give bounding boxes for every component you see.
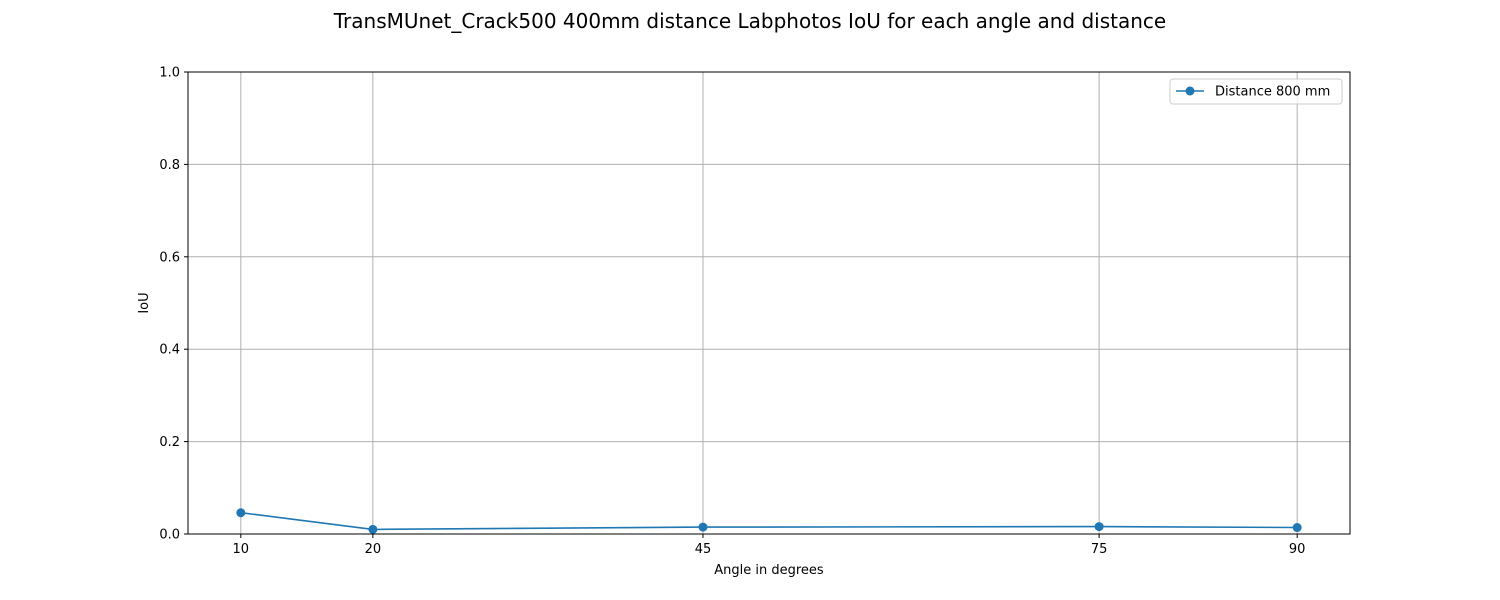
x-tick-label: 10 xyxy=(233,542,250,557)
x-tick-label: 20 xyxy=(365,542,382,557)
x-axis: 10 20 45 75 90 xyxy=(233,534,1306,557)
y-axis-label: IoU xyxy=(137,292,152,313)
plot-frame xyxy=(187,71,1351,535)
series-layer xyxy=(236,508,1302,534)
x-tick-label: 45 xyxy=(695,542,712,557)
data-point xyxy=(1094,522,1104,532)
legend: Distance 800 mm xyxy=(1169,78,1343,105)
x-tick-label: 75 xyxy=(1091,542,1108,557)
x-tick-label: 90 xyxy=(1289,542,1306,557)
data-point xyxy=(1292,523,1302,533)
legend-marker xyxy=(1185,86,1195,96)
legend-label: Distance 800 mm xyxy=(1215,85,1330,100)
grid xyxy=(188,71,1350,535)
y-tick-label: 0.0 xyxy=(159,528,180,543)
series-line xyxy=(240,511,1298,531)
data-point xyxy=(698,522,708,532)
y-axis: 0.0 0.2 0.4 0.6 0.8 1.0 xyxy=(159,66,188,543)
legend-box xyxy=(1169,78,1343,105)
y-tick-label: 1.0 xyxy=(159,66,180,81)
y-tick-label: 0.2 xyxy=(159,435,180,450)
data-point xyxy=(368,524,378,534)
chart-title: TransMUnet_Crack500 400mm distance Labph… xyxy=(333,9,1166,33)
y-tick-label: 0.6 xyxy=(159,250,180,265)
data-point xyxy=(236,508,246,518)
x-axis-label: Angle in degrees xyxy=(714,563,824,578)
y-tick-label: 0.8 xyxy=(159,158,180,173)
y-tick-label: 0.4 xyxy=(159,343,180,358)
